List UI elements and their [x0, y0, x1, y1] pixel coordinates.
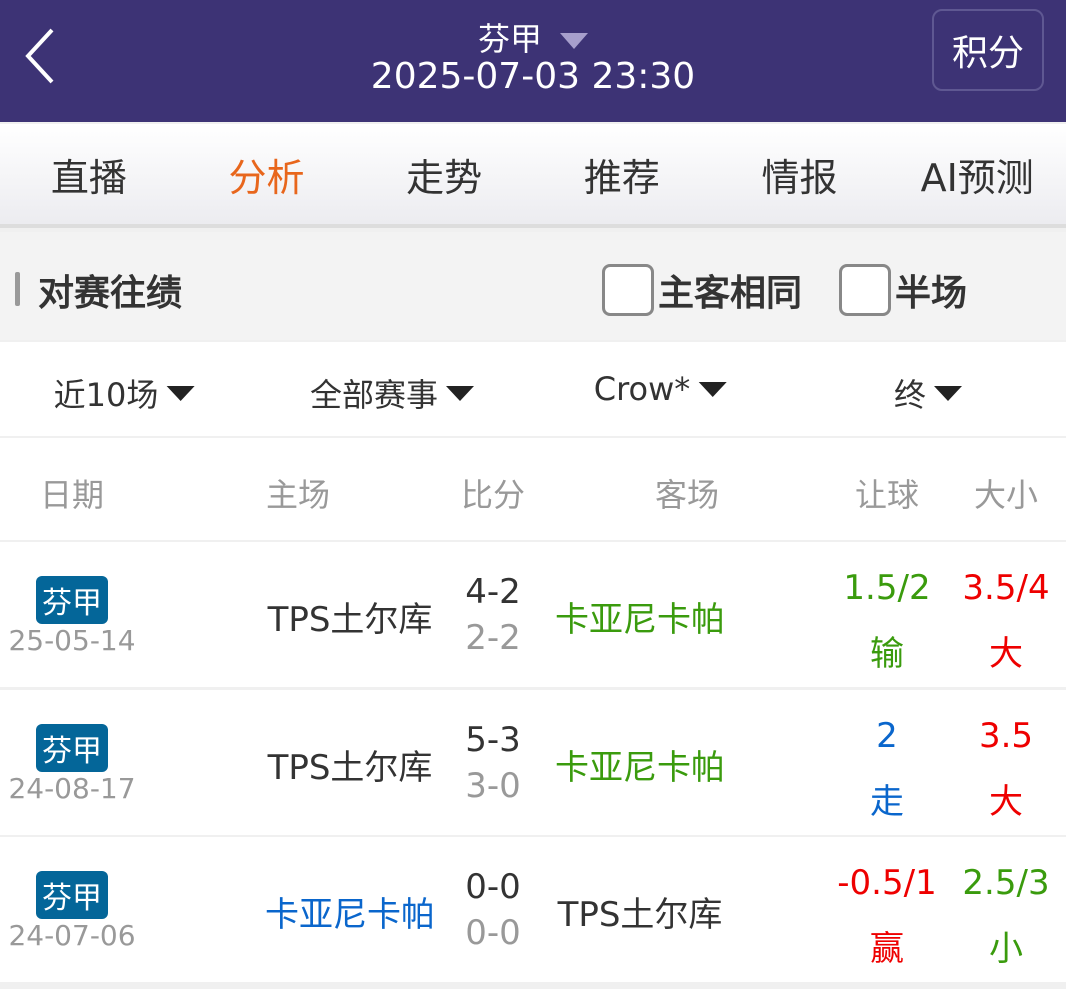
checkbox-icon[interactable] [602, 264, 654, 316]
tab-recommend[interactable]: 推荐 [583, 155, 660, 200]
over-under-line: 3.5/4 [962, 568, 1050, 608]
back-icon[interactable] [22, 26, 62, 86]
caret-down-icon [934, 385, 963, 401]
section-marker [15, 272, 20, 306]
over-under-result: 小 [989, 929, 1023, 969]
league-badge: 芬甲 [36, 871, 108, 919]
half-time-score: 0-0 [465, 913, 521, 953]
handicap-result: 走 [870, 782, 904, 822]
away-team[interactable]: 卡亚尼卡帕 [555, 748, 725, 788]
handicap-line: -0.5/1 [837, 863, 937, 903]
table-row[interactable]: 芬甲 24-07-06 卡亚尼卡帕 0-0 0-0 TPS土尔库 -0.5/1 … [0, 837, 1066, 982]
full-time-score: 5-3 [465, 720, 521, 760]
handicap-line: 1.5/2 [843, 568, 931, 608]
tab-live[interactable]: 直播 [50, 155, 127, 200]
match-date: 25-05-14 [8, 624, 136, 657]
caret-down-icon [560, 33, 588, 49]
col-over-under: 大小 [973, 476, 1039, 514]
caret-down-icon [698, 381, 727, 397]
league-selector[interactable]: 芬甲 [0, 14, 1066, 60]
company-dropdown[interactable]: Crow* [594, 370, 727, 408]
checkbox-label: 主客相同 [658, 273, 803, 314]
league-badge: 芬甲 [36, 724, 108, 772]
table-row[interactable]: 芬甲 24-08-17 TPS土尔库 5-3 3-0 卡亚尼卡帕 2 走 3.5… [0, 690, 1066, 835]
tab-ai-predict[interactable]: AI预测 [920, 155, 1034, 200]
checkbox-label: 半场 [895, 273, 968, 314]
col-away: 客场 [654, 476, 720, 514]
half-time-score: 3-0 [465, 766, 521, 806]
checkbox-icon[interactable] [839, 264, 891, 316]
handicap-result: 输 [870, 634, 904, 674]
home-team[interactable]: 卡亚尼卡帕 [265, 895, 435, 935]
over-under-line: 2.5/3 [962, 863, 1050, 903]
table-header: 日期 主场 比分 客场 让球 大小 [0, 438, 1066, 540]
league-badge: 芬甲 [36, 576, 108, 624]
dropdown-value: 近10场 [53, 376, 159, 414]
over-under-line: 3.5 [978, 716, 1034, 756]
same-home-away-checkbox[interactable]: 主客相同 [602, 264, 802, 316]
filter-bar: 近10场 全部赛事 Crow* 终 [0, 342, 1066, 436]
away-team[interactable]: 卡亚尼卡帕 [555, 600, 725, 640]
match-date: 24-07-06 [8, 919, 136, 952]
league-filter-dropdown[interactable]: 全部赛事 [309, 370, 475, 416]
points-button[interactable]: 积分 [932, 9, 1044, 91]
handicap-line: 2 [876, 716, 898, 756]
full-time-score: 4-2 [465, 572, 521, 612]
table-row[interactable]: 芬甲 25-05-14 TPS土尔库 4-2 2-2 卡亚尼卡帕 1.5/2 输… [0, 542, 1066, 687]
tab-intel[interactable]: 情报 [761, 155, 838, 200]
caret-down-icon [166, 385, 195, 401]
period-dropdown[interactable]: 终 [893, 370, 963, 416]
match-date: 24-08-17 [8, 772, 136, 805]
tab-bar: 直播 分析 走势 推荐 情报 AI预测 [0, 124, 1066, 228]
away-team[interactable]: TPS土尔库 [557, 895, 723, 935]
half-time-score: 2-2 [465, 618, 521, 658]
col-date: 日期 [39, 476, 105, 514]
match-count-dropdown[interactable]: 近10场 [54, 370, 195, 416]
tab-trend[interactable]: 走势 [406, 155, 483, 200]
match-datetime: 2025-07-03 23:30 [370, 56, 696, 97]
half-time-checkbox[interactable]: 半场 [839, 264, 967, 316]
section-title: 对赛往绩 [38, 273, 183, 314]
col-home: 主场 [265, 476, 331, 514]
full-time-score: 0-0 [465, 867, 521, 907]
dropdown-value: 全部赛事 [309, 376, 439, 414]
app-header: 芬甲 2025-07-03 23:30 积分 [0, 0, 1066, 122]
home-team[interactable]: TPS土尔库 [267, 748, 433, 788]
league-title: 芬甲 [477, 20, 542, 58]
home-team[interactable]: TPS土尔库 [267, 600, 433, 640]
over-under-result: 大 [989, 634, 1023, 674]
tab-analysis[interactable]: 分析 [228, 155, 305, 200]
col-score: 比分 [460, 476, 526, 514]
col-handicap: 让球 [854, 476, 920, 514]
over-under-result: 大 [989, 782, 1023, 822]
handicap-result: 赢 [870, 929, 904, 969]
dropdown-value: 终 [893, 376, 927, 414]
dropdown-value: Crow* [593, 370, 691, 408]
caret-down-icon [446, 385, 475, 401]
section-header: 对赛往绩 主客相同 半场 [0, 232, 1066, 340]
